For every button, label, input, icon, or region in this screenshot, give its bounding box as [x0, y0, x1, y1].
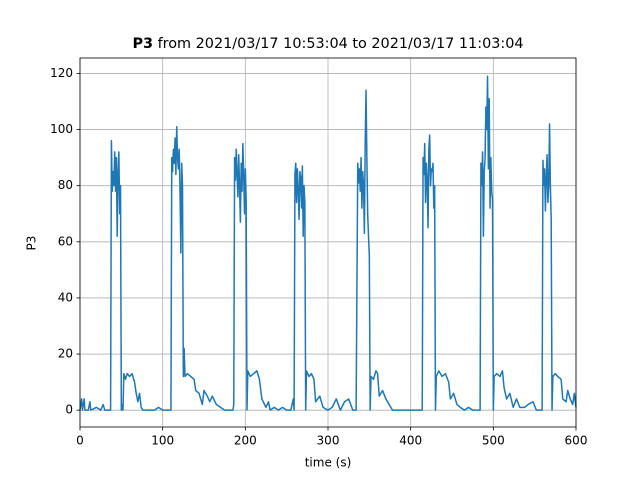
- y-tick-label: 120: [50, 66, 73, 80]
- plot: [79, 75, 577, 411]
- y-tick-label: 100: [50, 122, 73, 136]
- y-tick-label: 60: [58, 234, 73, 248]
- y-tick-label: 80: [58, 178, 73, 192]
- x-tick-label: 100: [151, 434, 174, 448]
- x-tick-label: 600: [565, 434, 588, 448]
- x-tick-label: 200: [234, 434, 257, 448]
- x-tick-label: 400: [399, 434, 422, 448]
- title-text: from 2021/03/17 10:53:04 to 2021/03/17 1…: [158, 36, 524, 52]
- chart-title: P3 from 2021/03/17 10:53:04 to 2021/03/1…: [132, 36, 523, 52]
- ticks: 0 100 200 300 400 500 600 0 20 40 60 80 100 120: [50, 66, 587, 448]
- x-axis-label: time (s): [305, 456, 352, 470]
- y-tick-label: 20: [58, 347, 73, 361]
- x-tick-label: 300: [317, 434, 340, 448]
- data-line: [79, 75, 577, 411]
- x-tick-label: 500: [482, 434, 505, 448]
- x-tick-label: 0: [76, 434, 84, 448]
- y-axis-label: P3: [25, 236, 39, 251]
- y-tick-label: 0: [65, 403, 73, 417]
- y-tick-label: 40: [58, 290, 73, 304]
- title-name: P3: [132, 36, 153, 52]
